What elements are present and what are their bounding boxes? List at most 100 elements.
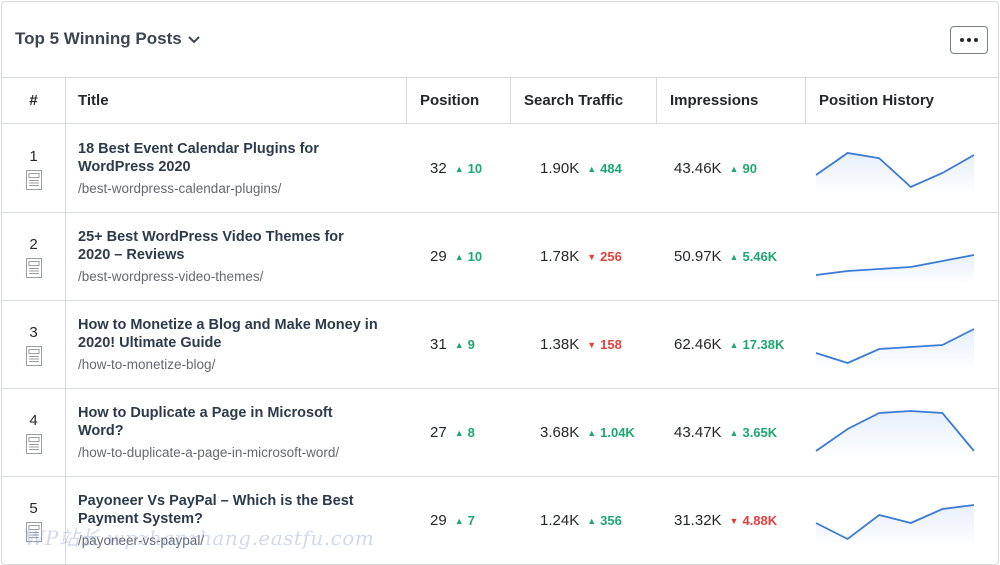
position-delta: ▲ 7	[455, 513, 475, 528]
watermark: WP站长 wpzhanzhang.eastfu.com	[24, 526, 375, 550]
arrow-up-icon: ▲	[587, 516, 597, 526]
col-header-rank[interactable]: #	[29, 92, 38, 109]
impressions-value: 43.46K	[674, 160, 722, 177]
position-value: 31	[430, 336, 447, 353]
sparkline-line	[815, 152, 975, 189]
col-header-position-history[interactable]: Position History	[819, 92, 935, 109]
traffic-value: 1.24K	[540, 512, 580, 529]
column-divider	[805, 78, 806, 124]
position-history-sparkline	[815, 504, 975, 548]
table-row[interactable]: 4 How to Duplicate a Page in Microsoft W…	[2, 388, 998, 477]
impressions-cell: 62.46K ▲ 17.38K	[674, 336, 784, 353]
table-row[interactable]: 1 18 Best Event Calendar Plugins for Wor…	[2, 124, 998, 213]
sparkline-area	[816, 505, 974, 548]
post-url: /best-wordpress-video-themes/	[78, 269, 264, 284]
position-delta-value: 7	[467, 513, 475, 528]
position-delta: ▲ 10	[455, 161, 482, 176]
post-url: /how-to-duplicate-a-page-in-microsoft-wo…	[78, 445, 340, 460]
table-header: # Title Position Search Traffic Impressi…	[2, 78, 998, 124]
post-title-link[interactable]: How to Monetize a Blog and Make Money in…	[78, 317, 378, 351]
column-divider	[406, 78, 407, 124]
traffic-cell: 1.24K ▲ 356	[540, 512, 622, 529]
traffic-value: 1.78K	[540, 248, 580, 265]
impressions-delta: ▼ 4.88K	[730, 513, 778, 528]
widget-title: Top 5 Winning Posts	[15, 29, 182, 48]
post-url: /payoneer-vs-paypal/	[78, 533, 205, 548]
traffic-cell: 1.38K ▼ 158	[540, 336, 622, 353]
post-title-link[interactable]: Payoneer Vs PayPal – Which is the Best P…	[78, 493, 354, 527]
position-cell: 27 ▲ 8	[430, 424, 475, 441]
arrow-up-icon: ▲	[454, 252, 464, 262]
post-title-link[interactable]: 18 Best Event Calendar Plugins for WordP…	[78, 141, 319, 175]
table-row[interactable]: 2 25+ Best WordPress Video Themes for 20…	[2, 212, 998, 301]
traffic-delta: ▼ 158	[587, 337, 622, 352]
position-history-sparkline	[815, 254, 975, 284]
traffic-delta-value: 356	[600, 513, 622, 528]
post-icon	[26, 258, 42, 283]
more-options-button[interactable]	[950, 26, 988, 54]
post-title-link[interactable]: How to Duplicate a Page in Microsoft Wor…	[78, 405, 333, 439]
position-value: 29	[430, 248, 447, 265]
post-icon	[26, 522, 42, 547]
traffic-delta-value: 1.04K	[600, 425, 635, 440]
arrow-down-icon: ▼	[587, 252, 597, 262]
impressions-value: 43.47K	[674, 424, 722, 441]
post-icon	[26, 346, 42, 371]
position-cell: 29 ▲ 7	[430, 512, 475, 529]
position-delta-value: 10	[467, 161, 483, 176]
impressions-value: 50.97K	[674, 248, 722, 265]
col-header-impressions[interactable]: Impressions	[670, 92, 759, 109]
position-delta: ▲ 8	[455, 425, 475, 440]
card-header: Top 5 Winning Posts	[2, 2, 998, 78]
traffic-cell: 3.68K ▲ 1.04K	[540, 424, 635, 441]
sparkline-line	[815, 504, 975, 541]
position-value: 29	[430, 512, 447, 529]
widget-title-dropdown[interactable]: Top 5 Winning Posts	[15, 29, 200, 49]
table-row[interactable]: 3 How to Monetize a Blog and Make Money …	[2, 300, 998, 389]
row-rank: 5	[29, 500, 38, 517]
post-title-link[interactable]: 25+ Best WordPress Video Themes for 2020…	[78, 229, 344, 263]
arrow-up-icon: ▲	[454, 516, 464, 526]
column-divider	[510, 78, 511, 124]
post-icon	[26, 170, 42, 195]
position-cell: 29 ▲ 10	[430, 248, 482, 265]
traffic-delta: ▲ 356	[587, 513, 622, 528]
position-delta-value: 9	[467, 337, 475, 352]
arrow-down-icon: ▼	[729, 516, 739, 526]
position-delta: ▲ 9	[455, 337, 475, 352]
traffic-cell: 1.90K ▲ 484	[540, 160, 622, 177]
col-header-search-traffic[interactable]: Search Traffic	[524, 92, 624, 109]
column-divider	[656, 78, 657, 124]
arrow-up-icon: ▲	[729, 428, 739, 438]
sparkline-line	[815, 328, 975, 364]
position-history-sparkline	[815, 328, 975, 372]
impressions-delta: ▲ 3.65K	[730, 425, 778, 440]
impressions-delta: ▲ 90	[730, 161, 757, 176]
traffic-value: 3.68K	[540, 424, 580, 441]
position-history-sparkline	[815, 410, 975, 460]
post-icon	[26, 434, 42, 459]
position-history-sparkline	[815, 152, 975, 196]
position-value: 32	[430, 160, 447, 177]
row-rank: 4	[29, 412, 38, 429]
impressions-cell: 43.46K ▲ 90	[674, 160, 757, 177]
post-url: /best-wordpress-calendar-plugins/	[78, 181, 282, 196]
traffic-delta-value: 256	[600, 249, 622, 264]
impressions-delta-value: 3.65K	[742, 425, 778, 440]
row-rank: 3	[29, 324, 38, 341]
impressions-value: 31.32K	[674, 512, 722, 529]
traffic-delta: ▼ 256	[587, 249, 622, 264]
position-delta: ▲ 10	[455, 249, 482, 264]
traffic-value: 1.90K	[540, 160, 580, 177]
position-value: 27	[430, 424, 447, 441]
traffic-delta: ▲ 484	[587, 161, 622, 176]
col-header-title[interactable]: Title	[78, 92, 109, 109]
impressions-delta-value: 90	[742, 161, 757, 176]
table-row[interactable]: 5 Payoneer Vs PayPal – Which is the Best…	[2, 476, 998, 564]
sparkline-area	[816, 255, 974, 284]
impressions-delta: ▲ 5.46K	[730, 249, 778, 264]
col-header-position[interactable]: Position	[420, 92, 480, 109]
row-rank: 1	[29, 148, 38, 165]
row-rank: 2	[29, 236, 38, 253]
sparkline-area	[816, 411, 974, 460]
